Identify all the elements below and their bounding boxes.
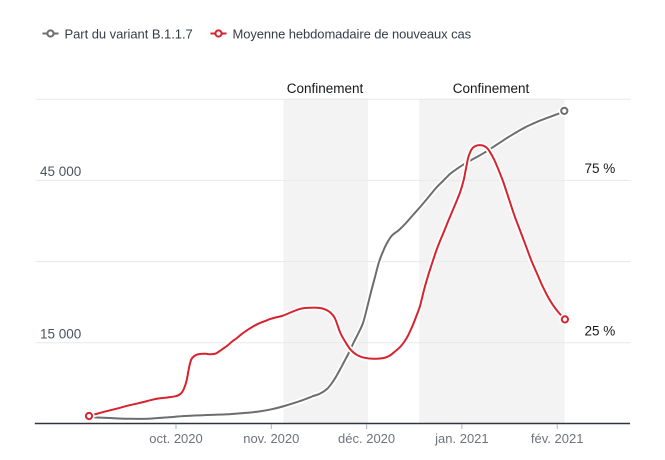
svg-text:Confinement: Confinement	[287, 81, 364, 96]
svg-text:nov. 2020: nov. 2020	[243, 431, 299, 446]
svg-text:15 000: 15 000	[40, 327, 81, 342]
svg-text:75 %: 75 %	[585, 161, 616, 176]
svg-text:25 %: 25 %	[585, 324, 616, 339]
svg-text:Moyenne hebdomadaire de nouvea: Moyenne hebdomadaire de nouveaux cas	[233, 27, 472, 42]
svg-text:oct. 2020: oct. 2020	[149, 431, 203, 446]
svg-text:fév. 2021: fév. 2021	[531, 431, 584, 446]
svg-text:Confinement: Confinement	[453, 81, 530, 96]
svg-text:jan. 2021: jan. 2021	[434, 431, 489, 446]
svg-text:Part du variant B.1.1.7: Part du variant B.1.1.7	[65, 27, 193, 42]
svg-text:déc. 2020: déc. 2020	[338, 431, 395, 446]
svg-text:45 000: 45 000	[40, 164, 81, 179]
